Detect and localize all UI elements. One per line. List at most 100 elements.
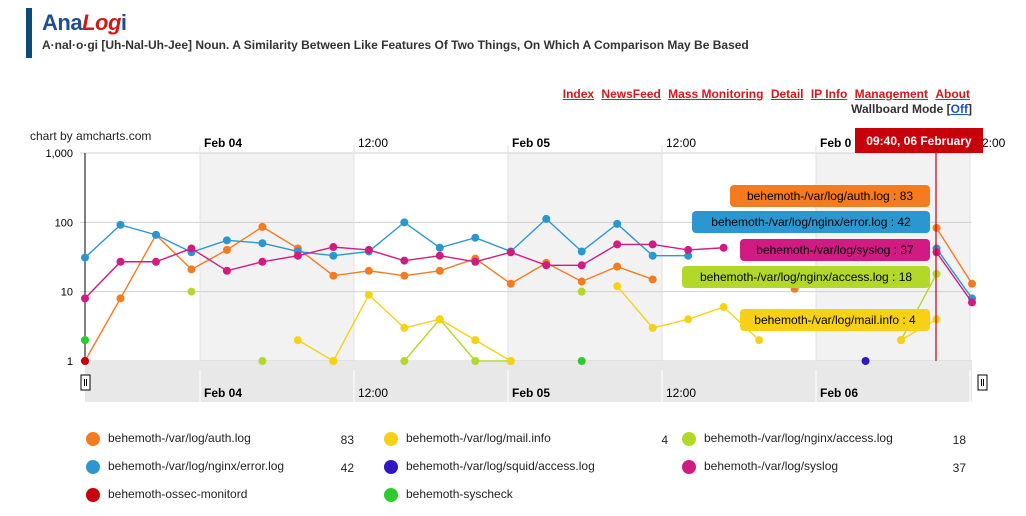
- tooltip-syslog: [740, 239, 930, 261]
- legend-marker-syslog: [682, 459, 696, 474]
- legend-label: behemoth-/var/log/auth.log: [108, 431, 251, 445]
- data-point-mail: [897, 336, 906, 345]
- data-point-access: [577, 287, 586, 296]
- tooltip-text-syslog: behemoth-/var/log/syslog : 37: [756, 243, 914, 257]
- data-point-error: [648, 251, 657, 260]
- cursor-label-box: [855, 128, 983, 153]
- y-tick-label: 10: [61, 287, 73, 299]
- data-point-access: [187, 287, 196, 296]
- legend-label: behemoth-/var/log/nginx/error.log: [108, 459, 285, 473]
- data-point-error: [613, 219, 622, 228]
- legend-label: behemoth-ossec-monitord: [108, 487, 248, 501]
- x-label-bottom: 12:00: [666, 386, 696, 400]
- data-point-auth: [329, 271, 338, 280]
- legend-marker-ossec: [86, 487, 100, 502]
- data-point-syslog: [648, 240, 657, 249]
- tooltip-text-error: behemoth-/var/log/nginx/error.log : 42: [711, 215, 911, 229]
- data-point-error: [222, 236, 231, 245]
- legend-item-syslog[interactable]: behemoth-/var/log/syslog: [682, 459, 838, 474]
- data-point-mail: [471, 336, 480, 345]
- header-accent-bar: [26, 8, 32, 58]
- scrollbar-track: [85, 362, 972, 402]
- data-point-mail: [329, 357, 338, 365]
- y-tick-label: 100: [55, 217, 73, 229]
- data-point-auth: [187, 265, 196, 274]
- x-label-top: Feb 04: [204, 136, 242, 150]
- scrollbar-grip-left: [80, 374, 91, 391]
- nav-mass-monitoring[interactable]: Mass Monitoring: [668, 87, 764, 101]
- data-point-syslog: [116, 257, 125, 266]
- nav-about[interactable]: About: [935, 87, 970, 101]
- legend-item-squid[interactable]: behemoth-/var/log/squid/access.log: [384, 459, 595, 474]
- data-point-mail: [435, 315, 444, 324]
- x-label-bottom: 12:00: [358, 386, 388, 400]
- data-point-mail: [506, 357, 515, 365]
- app-logo[interactable]: AnaLogi: [42, 10, 127, 35]
- nav-index[interactable]: Index: [562, 87, 595, 101]
- data-point-auth: [613, 262, 622, 271]
- nav-management[interactable]: Management: [854, 87, 928, 101]
- legend-item-syscheck[interactable]: behemoth-syscheck: [384, 487, 513, 502]
- data-point-error: [435, 243, 444, 252]
- series-line-syslog: [935, 251, 973, 303]
- wallboard-toggle-link[interactable]: Off: [950, 102, 968, 116]
- legend-item-access[interactable]: behemoth-/var/log/nginx/access.log: [682, 431, 893, 446]
- x-label-bottom: Feb 06: [820, 386, 858, 400]
- data-point-auth: [116, 294, 125, 303]
- x-label-bottom: Feb 05: [512, 386, 550, 400]
- nav-newsfeed[interactable]: NewsFeed: [601, 87, 661, 101]
- data-point-syslog: [293, 251, 302, 260]
- legend-item-error[interactable]: behemoth-/var/log/nginx/error.log: [86, 459, 284, 474]
- series-line-error: [84, 217, 689, 259]
- data-point-auth: [648, 275, 657, 284]
- legend-value-syslog: 37: [952, 461, 966, 475]
- data-point-mail: [755, 336, 764, 345]
- cursor-label: 09:40, 06 February: [866, 134, 972, 148]
- data-point-syslog: [435, 251, 444, 260]
- x-label-top: 12:00: [666, 136, 696, 150]
- wallboard-mode: Wallboard Mode [Off]: [851, 102, 972, 116]
- data-point-error: [684, 251, 693, 260]
- legend-value-auth: 83: [340, 433, 354, 447]
- legend-label: behemoth-/var/log/squid/access.log: [406, 459, 595, 473]
- data-point-access: [471, 357, 480, 365]
- data-point-syslog: [719, 243, 728, 252]
- data-point-syscheck: [577, 357, 586, 365]
- tooltip-error: [692, 211, 930, 233]
- legend-item-auth[interactable]: behemoth-/var/log/auth.log: [86, 431, 251, 446]
- legend-item-ossec[interactable]: behemoth-ossec-monitord: [86, 487, 247, 502]
- data-point-syslog: [258, 257, 267, 266]
- legend-value-mail: 4: [661, 433, 668, 447]
- x-label-top: 2:00: [982, 136, 1006, 150]
- tooltip-auth: [730, 185, 930, 207]
- data-point-auth: [222, 245, 231, 254]
- data-point-error: [542, 214, 551, 223]
- data-point-access: [400, 357, 409, 365]
- data-point-mail: [293, 336, 302, 345]
- tooltip-access: [682, 266, 930, 288]
- legend-marker-syscheck: [384, 487, 398, 502]
- data-point-error: [258, 239, 267, 248]
- data-point-syslog: [542, 261, 551, 270]
- x-label-top: 12:00: [358, 136, 388, 150]
- data-point-auth: [400, 271, 409, 280]
- data-point-mail: [684, 315, 693, 324]
- tagline: A·nal·o·gi [Uh-Nal-Uh-Jee] Noun. A Simil…: [42, 38, 749, 52]
- legend-value-error: 42: [340, 461, 354, 475]
- x-label-bottom: Feb 04: [204, 386, 242, 400]
- data-point-auth: [435, 266, 444, 275]
- data-point-syslog: [968, 298, 976, 307]
- nav-detail[interactable]: Detail: [770, 87, 804, 101]
- y-tick-label: 1: [67, 356, 73, 368]
- legend-item-mail[interactable]: behemoth-/var/log/mail.info: [384, 431, 551, 446]
- data-point-syslog: [329, 243, 338, 252]
- chart-band-0: [200, 153, 354, 361]
- data-point-syslog: [187, 244, 196, 253]
- data-point-syslog: [684, 245, 693, 254]
- data-point-error: [116, 220, 125, 229]
- data-point-mail: [364, 290, 373, 299]
- data-point-error: [577, 247, 586, 256]
- tooltip-text-auth: behemoth-/var/log/auth.log : 83: [747, 189, 913, 203]
- legend-label: behemoth-/var/log/nginx/access.log: [704, 431, 893, 445]
- nav-ip-info[interactable]: IP Info: [810, 87, 848, 101]
